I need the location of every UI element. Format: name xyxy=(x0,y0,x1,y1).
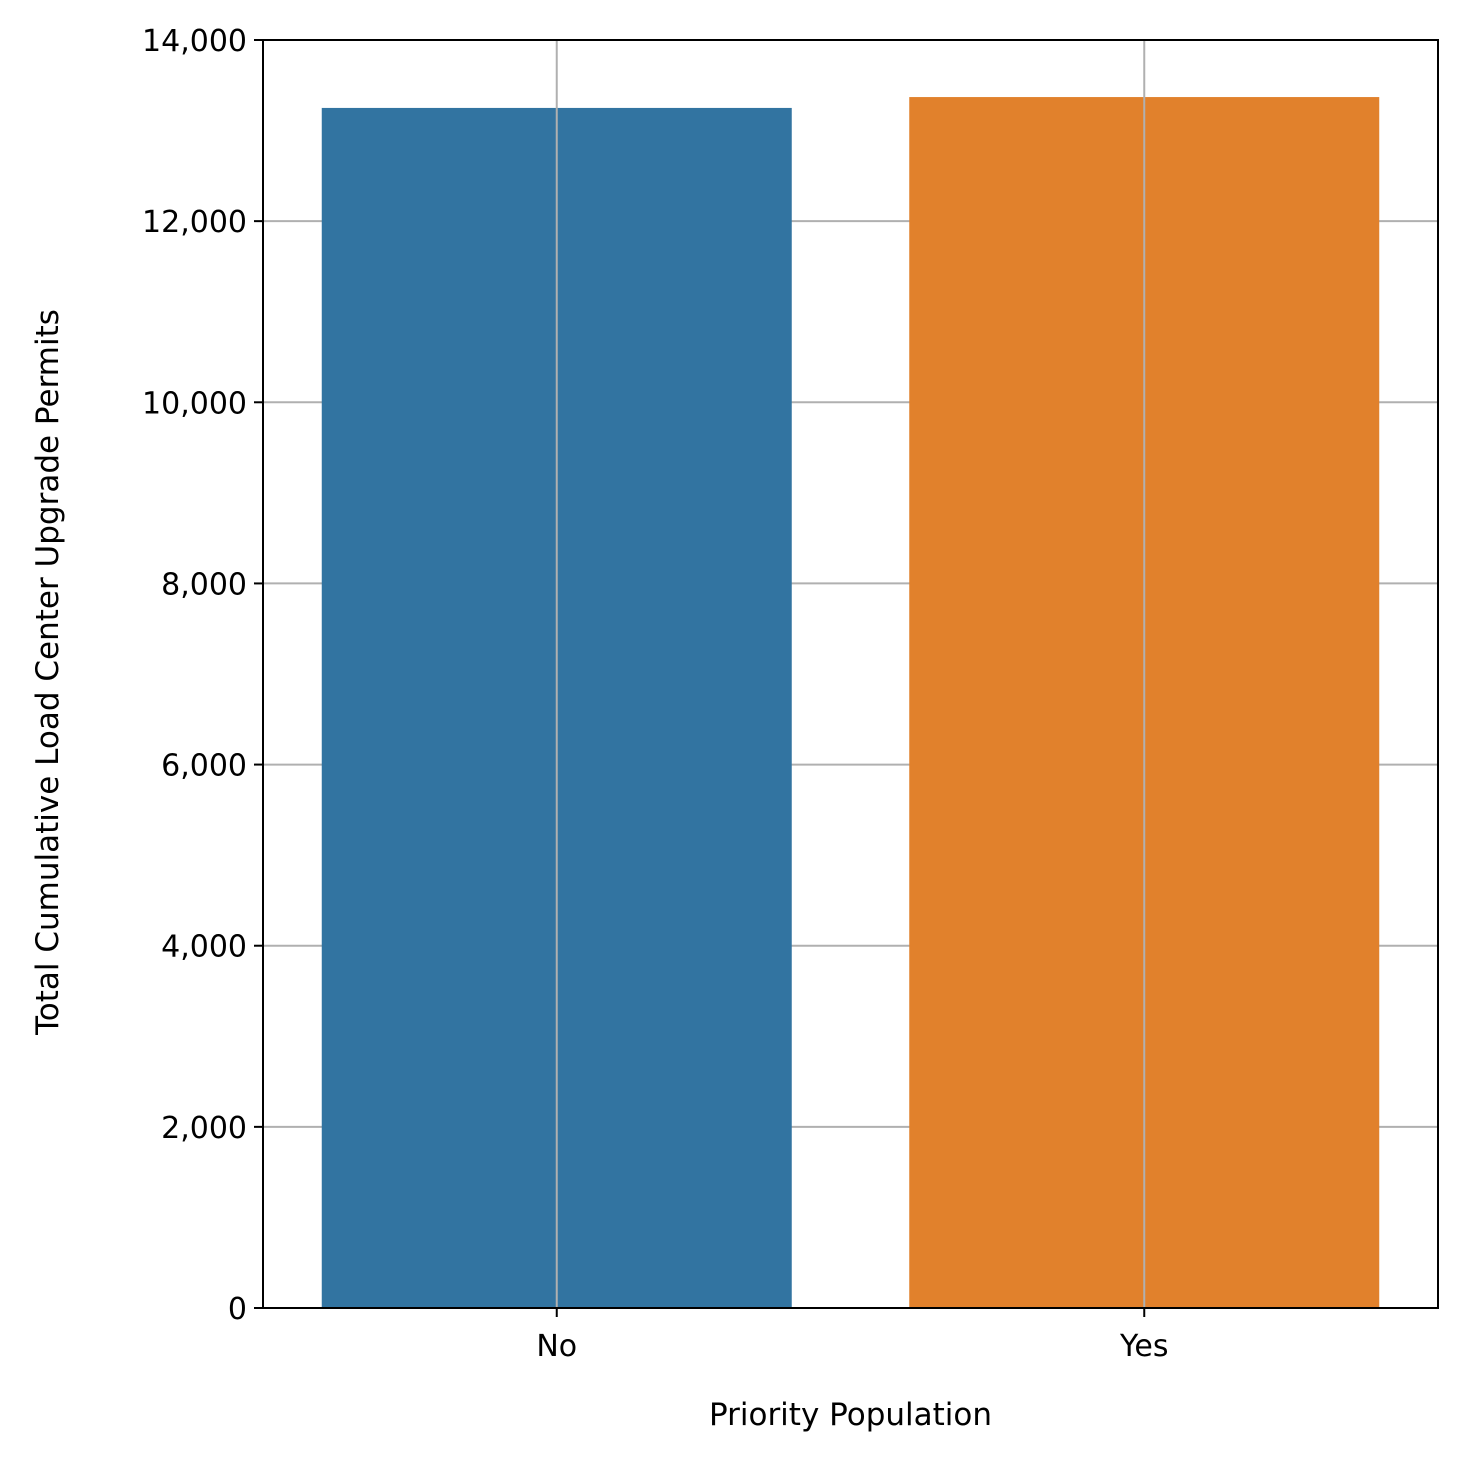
x-axis-title: Priority Population xyxy=(709,1397,992,1433)
y-tick-label: 6,000 xyxy=(161,749,247,784)
x-tick-label: Yes xyxy=(1119,1329,1168,1364)
y-tick-label: 0 xyxy=(228,1292,247,1327)
y-tick-label: 4,000 xyxy=(161,930,247,965)
x-tick-label: No xyxy=(536,1329,577,1364)
vertical-grid-lines xyxy=(555,40,1146,1308)
y-tick-label: 14,000 xyxy=(142,24,247,59)
y-tick-label: 2,000 xyxy=(161,1111,247,1146)
y-axis-ticks: 0 2,000 4,000 6,000 8,000 10,000 12,000 14,000 xyxy=(142,24,263,1327)
y-axis-title: Total Cumulative Load Center Upgrade Per… xyxy=(30,309,66,1036)
y-tick-label: 8,000 xyxy=(161,567,247,602)
y-tick-label: 12,000 xyxy=(142,205,247,240)
plot-frame xyxy=(262,39,1439,1309)
x-axis-ticks: No Yes xyxy=(536,1308,1168,1364)
y-tick-label: 10,000 xyxy=(142,386,247,421)
